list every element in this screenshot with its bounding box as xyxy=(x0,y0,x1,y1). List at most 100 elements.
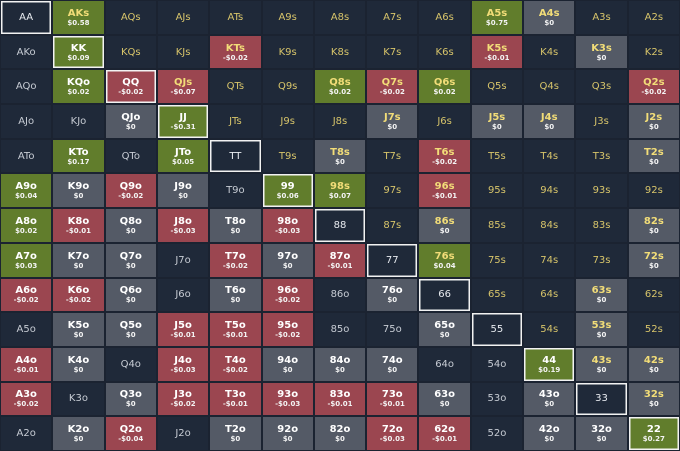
hand-cell-42s[interactable]: 42s $0 xyxy=(628,347,679,381)
hand-cell-q3o[interactable]: Q3o $0 xyxy=(105,382,156,416)
hand-cell-62o[interactable]: 62o -$0.01 xyxy=(419,417,470,450)
hand-cell-95s[interactable]: 95s xyxy=(471,174,523,208)
hand-cell-aqs[interactable]: AQs xyxy=(105,1,156,34)
hand-cell-qto[interactable]: QTo xyxy=(105,139,156,173)
hand-cell-qq[interactable]: QQ -$0.02 xyxy=(105,70,156,104)
hand-cell-77[interactable]: 77 xyxy=(367,243,418,277)
hand-cell-q7s[interactable]: Q7s -$0.02 xyxy=(367,70,418,104)
hand-cell-q6s[interactable]: Q6s $0.02 xyxy=(419,70,470,104)
hand-cell-t5o[interactable]: T5o -$0.01 xyxy=(210,313,261,346)
hand-cell-82o[interactable]: 82o $0 xyxy=(314,417,366,450)
hand-cell-95o[interactable]: 95o -$0.02 xyxy=(262,313,313,346)
hand-cell-k6s[interactable]: K6s xyxy=(419,35,470,69)
hand-cell-a2s[interactable]: A2s xyxy=(628,1,679,34)
hand-cell-j7s[interactable]: J7s $0 xyxy=(367,105,418,138)
hand-cell-k8s[interactable]: K8s xyxy=(314,35,366,69)
hand-cell-a5o[interactable]: A5o xyxy=(1,313,52,346)
hand-cell-k8o[interactable]: K8o -$0.01 xyxy=(53,209,104,242)
hand-cell-a5s[interactable]: A5s $0.75 xyxy=(471,1,523,34)
hand-cell-98s[interactable]: 98s $0.07 xyxy=(314,174,366,208)
hand-cell-j8s[interactable]: J8s xyxy=(314,105,366,138)
hand-cell-94s[interactable]: 94s xyxy=(524,174,575,208)
hand-cell-74s[interactable]: 74s xyxy=(524,243,575,277)
hand-cell-99[interactable]: 99 $0.06 xyxy=(262,174,313,208)
hand-cell-a9o[interactable]: A9o $0.04 xyxy=(1,174,52,208)
hand-cell-76s[interactable]: 76s $0.04 xyxy=(419,243,470,277)
hand-cell-75o[interactable]: 75o xyxy=(367,313,418,346)
hand-cell-85o[interactable]: 85o xyxy=(314,313,366,346)
hand-cell-a8s[interactable]: A8s xyxy=(314,1,366,34)
hand-cell-j5s[interactable]: J5s $0 xyxy=(471,105,523,138)
hand-cell-a6o[interactable]: A6o -$0.02 xyxy=(1,278,52,312)
hand-cell-t6o[interactable]: T6o $0 xyxy=(210,278,261,312)
hand-cell-j4s[interactable]: J4s $0 xyxy=(524,105,575,138)
hand-cell-q7o[interactable]: Q7o $0 xyxy=(105,243,156,277)
hand-cell-kjo[interactable]: KJo xyxy=(53,105,104,138)
hand-cell-a7s[interactable]: A7s xyxy=(367,1,418,34)
hand-cell-83s[interactable]: 83s xyxy=(576,209,627,242)
hand-cell-a6s[interactable]: A6s xyxy=(419,1,470,34)
hand-cell-t4o[interactable]: T4o -$0.02 xyxy=(210,347,261,381)
hand-cell-kqs[interactable]: KQs xyxy=(105,35,156,69)
hand-cell-t6s[interactable]: T6s -$0.02 xyxy=(419,139,470,173)
hand-cell-53s[interactable]: 53s $0 xyxy=(576,313,627,346)
hand-cell-j2s[interactable]: J2s $0 xyxy=(628,105,679,138)
hand-cell-j4o[interactable]: J4o -$0.03 xyxy=(157,347,209,381)
hand-cell-q6o[interactable]: Q6o $0 xyxy=(105,278,156,312)
hand-cell-a4s[interactable]: A4s $0 xyxy=(524,1,575,34)
hand-cell-qts[interactable]: QTs xyxy=(210,70,261,104)
hand-cell-55[interactable]: 55 xyxy=(471,313,523,346)
hand-cell-63s[interactable]: 63s $0 xyxy=(576,278,627,312)
hand-cell-j2o[interactable]: J2o xyxy=(157,417,209,450)
hand-cell-a8o[interactable]: A8o $0.02 xyxy=(1,209,52,242)
hand-cell-97o[interactable]: 97o $0 xyxy=(262,243,313,277)
hand-cell-j5o[interactable]: J5o -$0.01 xyxy=(157,313,209,346)
hand-cell-kjs[interactable]: KJs xyxy=(157,35,209,69)
hand-cell-66[interactable]: 66 xyxy=(419,278,470,312)
hand-cell-q5o[interactable]: Q5o $0 xyxy=(105,313,156,346)
hand-cell-kto[interactable]: KTo $0.17 xyxy=(53,139,104,173)
hand-cell-j3o[interactable]: J3o -$0.02 xyxy=(157,382,209,416)
hand-cell-k5s[interactable]: K5s -$0.01 xyxy=(471,35,523,69)
hand-cell-98o[interactable]: 98o -$0.03 xyxy=(262,209,313,242)
hand-cell-t5s[interactable]: T5s xyxy=(471,139,523,173)
hand-cell-kqo[interactable]: KQo $0.02 xyxy=(53,70,104,104)
hand-cell-32o[interactable]: 32o $0 xyxy=(576,417,627,450)
hand-cell-aqo[interactable]: AQo xyxy=(1,70,52,104)
hand-cell-72o[interactable]: 72o -$0.03 xyxy=(367,417,418,450)
hand-cell-83o[interactable]: 83o -$0.01 xyxy=(314,382,366,416)
hand-cell-a7o[interactable]: A7o $0.03 xyxy=(1,243,52,277)
hand-cell-j9s[interactable]: J9s xyxy=(262,105,313,138)
hand-cell-k7s[interactable]: K7s xyxy=(367,35,418,69)
hand-cell-84o[interactable]: 84o $0 xyxy=(314,347,366,381)
hand-cell-tt[interactable]: TT xyxy=(210,139,261,173)
hand-cell-q2s[interactable]: Q2s -$0.02 xyxy=(628,70,679,104)
hand-cell-k5o[interactable]: K5o $0 xyxy=(53,313,104,346)
hand-cell-96s[interactable]: 96s -$0.01 xyxy=(419,174,470,208)
hand-cell-93o[interactable]: 93o -$0.03 xyxy=(262,382,313,416)
hand-cell-q4s[interactable]: Q4s xyxy=(524,70,575,104)
hand-cell-72s[interactable]: 72s $0 xyxy=(628,243,679,277)
hand-cell-qjs[interactable]: QJs -$0.07 xyxy=(157,70,209,104)
hand-cell-j8o[interactable]: J8o -$0.03 xyxy=(157,209,209,242)
hand-cell-t7s[interactable]: T7s xyxy=(367,139,418,173)
hand-cell-ajs[interactable]: AJs xyxy=(157,1,209,34)
hand-cell-k9s[interactable]: K9s xyxy=(262,35,313,69)
hand-cell-k3o[interactable]: K3o xyxy=(53,382,104,416)
hand-cell-92o[interactable]: 92o $0 xyxy=(262,417,313,450)
hand-cell-52s[interactable]: 52s xyxy=(628,313,679,346)
hand-cell-t9o[interactable]: T9o xyxy=(210,174,261,208)
hand-cell-32s[interactable]: 32s $0 xyxy=(628,382,679,416)
hand-cell-73s[interactable]: 73s xyxy=(576,243,627,277)
hand-cell-74o[interactable]: 74o $0 xyxy=(367,347,418,381)
hand-cell-43s[interactable]: 43s $0 xyxy=(576,347,627,381)
hand-cell-k2s[interactable]: K2s xyxy=(628,35,679,69)
hand-cell-t7o[interactable]: T7o -$0.02 xyxy=(210,243,261,277)
hand-cell-aks[interactable]: AKs $0.58 xyxy=(53,1,104,34)
hand-cell-96o[interactable]: 96o -$0.02 xyxy=(262,278,313,312)
hand-cell-q2o[interactable]: Q2o -$0.04 xyxy=(105,417,156,450)
hand-cell-q3s[interactable]: Q3s xyxy=(576,70,627,104)
hand-cell-k9o[interactable]: K9o $0 xyxy=(53,174,104,208)
hand-cell-43o[interactable]: 43o $0 xyxy=(524,382,575,416)
hand-cell-t4s[interactable]: T4s xyxy=(524,139,575,173)
